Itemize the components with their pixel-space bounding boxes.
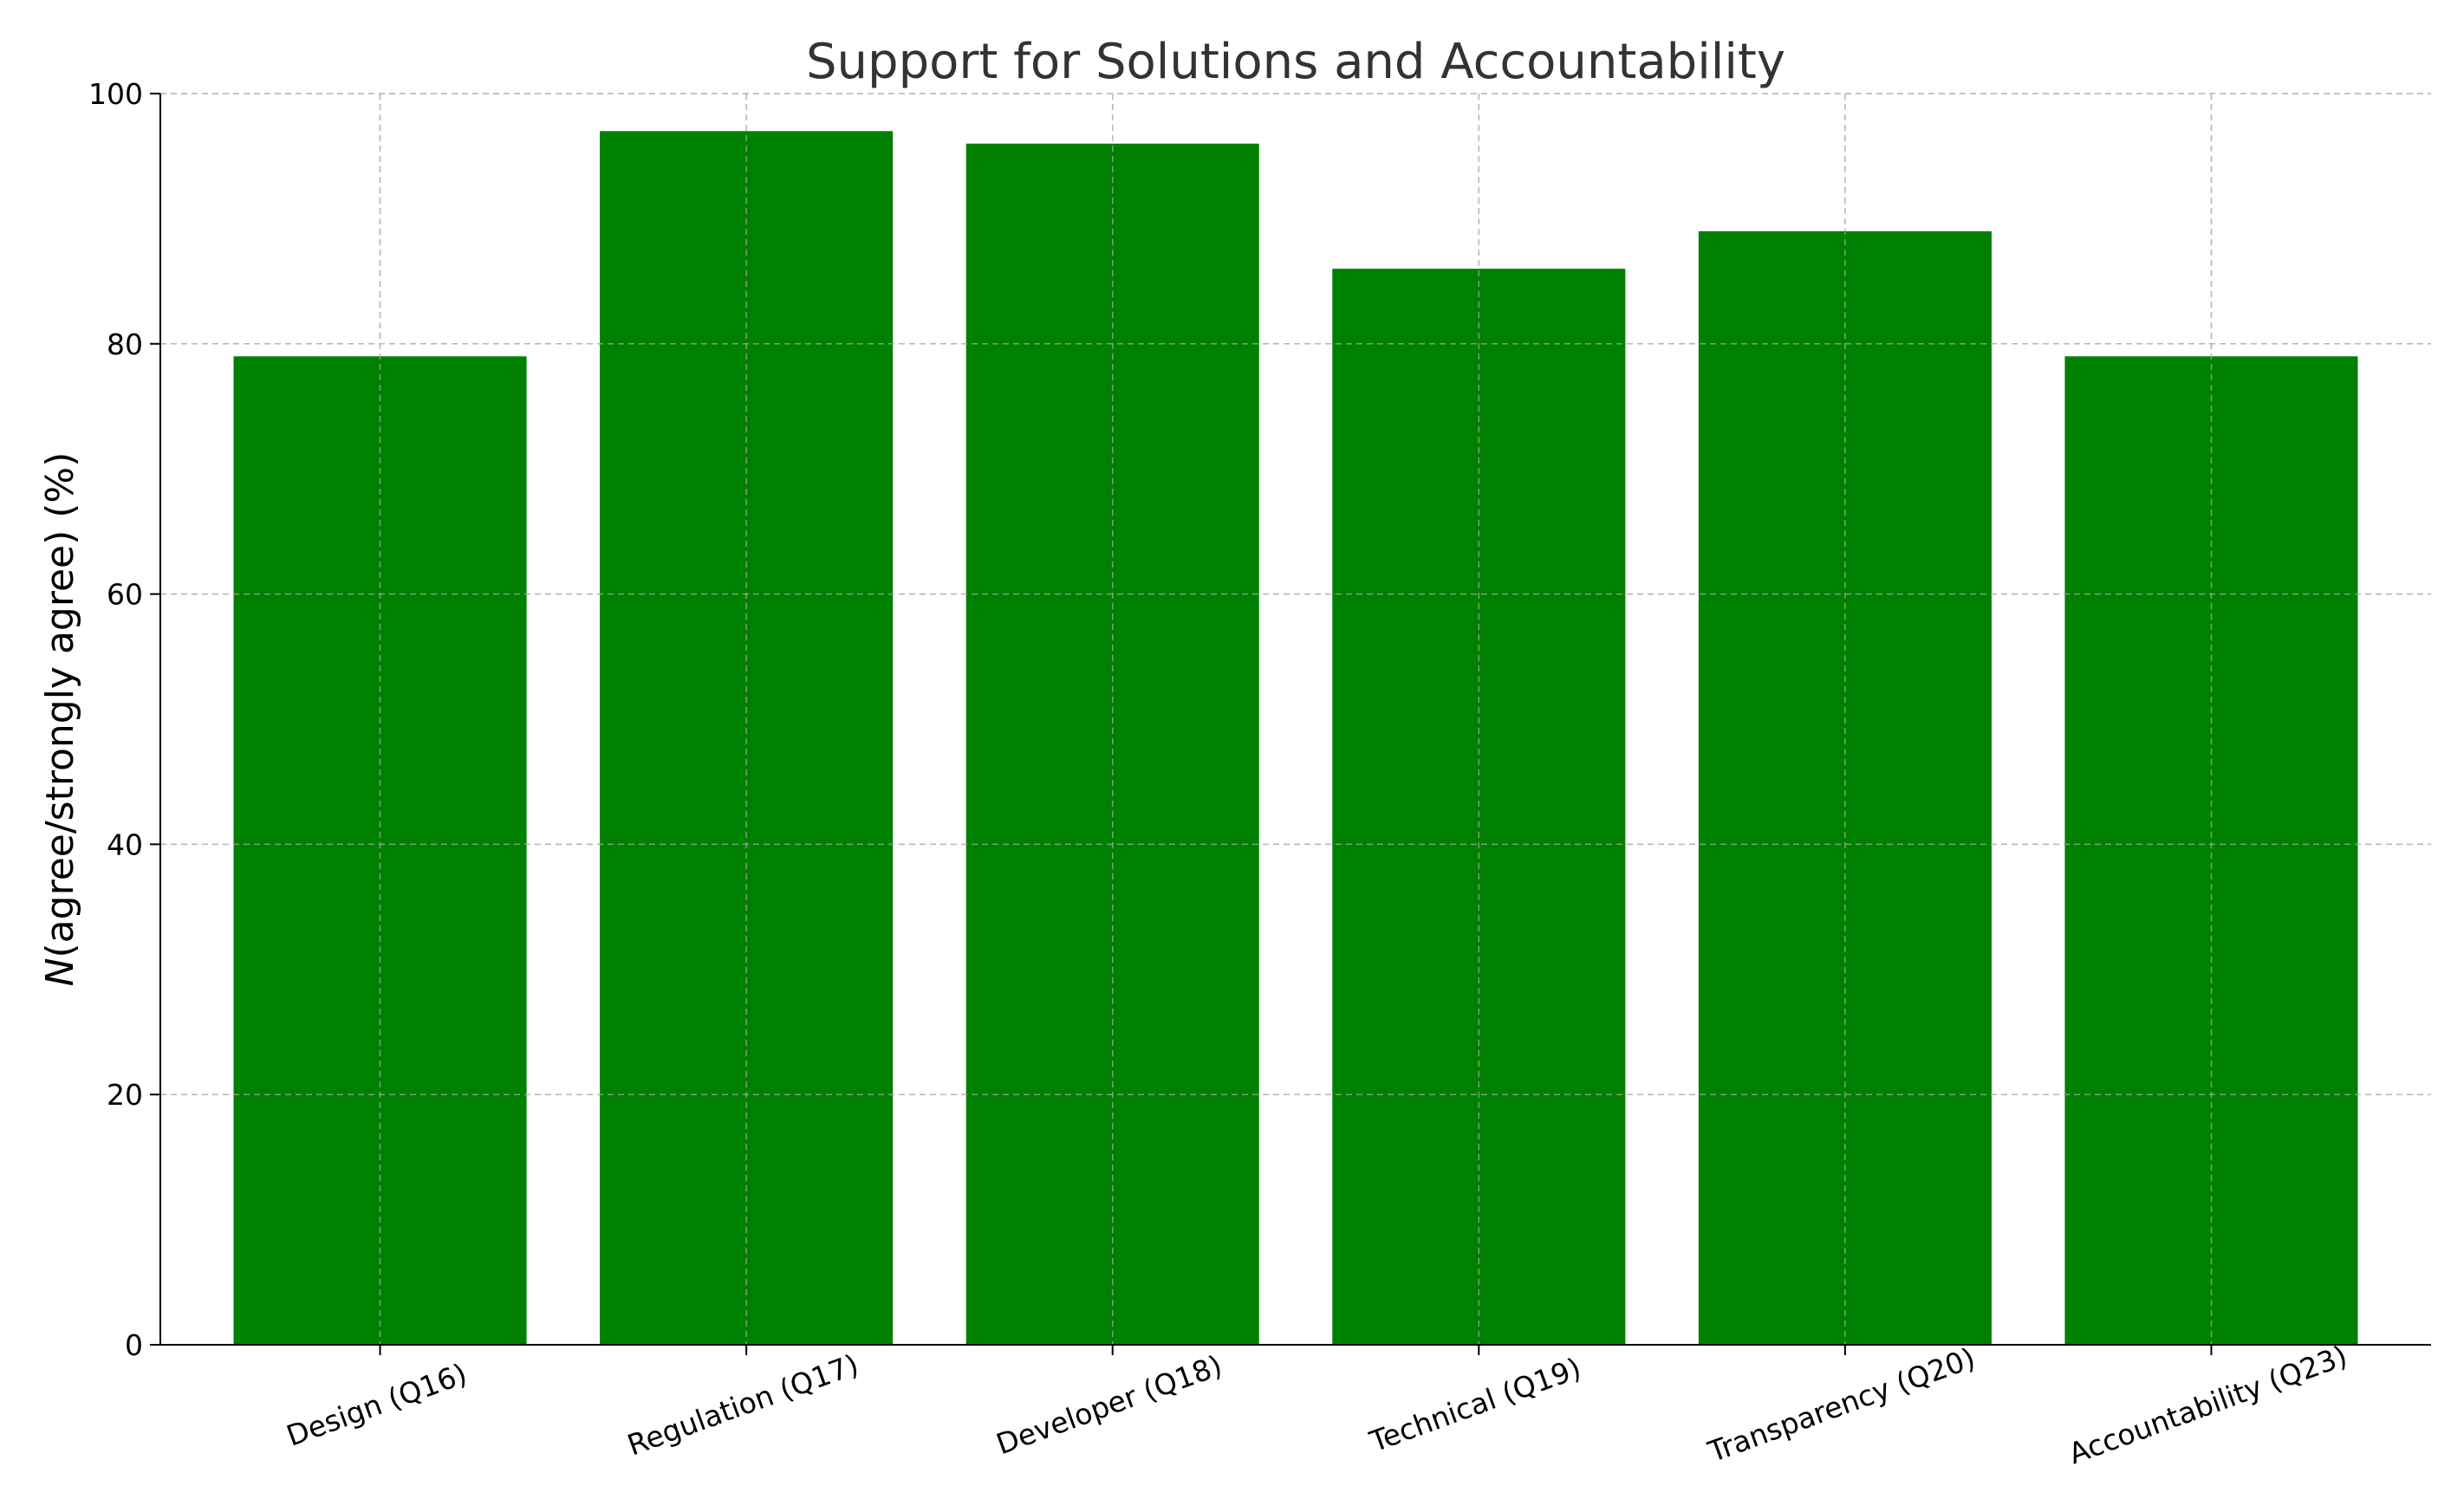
- chart-title: Support for Solutions and Accountability: [806, 34, 1785, 90]
- x-tick-label-3: Technical (Q19): [1365, 1351, 1586, 1458]
- y-axis-label: N(agree/strongly agree) (%): [38, 452, 82, 987]
- y-axis-label-italic: N: [38, 957, 82, 986]
- y-tick-label-1: 20: [107, 1078, 143, 1112]
- x-tick-label-1: Regulation (Q17): [623, 1347, 863, 1463]
- x-ticks: Design (Q16) Regulation (Q17) Developer (Q…: [282, 1339, 2351, 1470]
- x-tick-label-5: Accountability (Q23): [2064, 1339, 2352, 1470]
- x-tick-label-2: Developer (Q18): [991, 1348, 1226, 1461]
- y-tick-label-4: 80: [107, 328, 143, 361]
- x-tick-label-4: Transparency (Q20): [1703, 1340, 1980, 1469]
- y-ticks: 0 20 40 60 80 100: [88, 77, 160, 1362]
- y-tick-label-0: 0: [125, 1328, 143, 1362]
- y-tick-label-3: 60: [107, 578, 143, 612]
- x-tick-label-0: Design (Q16): [282, 1357, 471, 1453]
- y-tick-label-5: 100: [88, 77, 143, 111]
- y-tick-label-2: 40: [107, 827, 143, 861]
- axes: [159, 94, 2431, 1346]
- bars: [160, 93, 2431, 1346]
- y-axis-label-rest: (agree/strongly agree) (%): [38, 452, 82, 958]
